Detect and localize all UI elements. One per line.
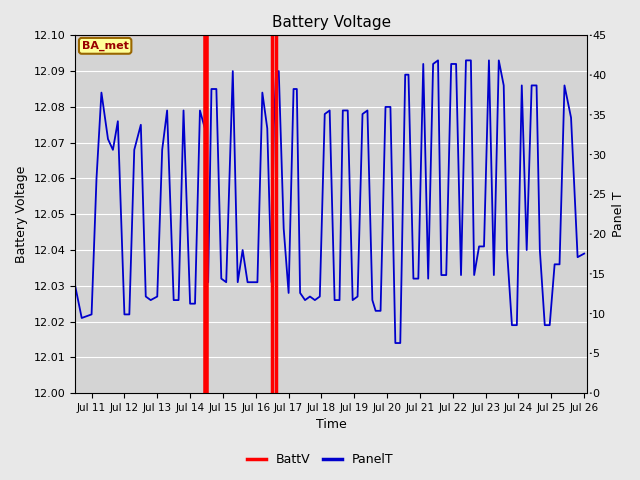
Y-axis label: Battery Voltage: Battery Voltage — [15, 166, 28, 263]
X-axis label: Time: Time — [316, 419, 347, 432]
Y-axis label: Panel T: Panel T — [612, 192, 625, 237]
Legend: BattV, PanelT: BattV, PanelT — [242, 448, 398, 471]
Text: BA_met: BA_met — [82, 41, 129, 51]
Title: Battery Voltage: Battery Voltage — [272, 15, 391, 30]
